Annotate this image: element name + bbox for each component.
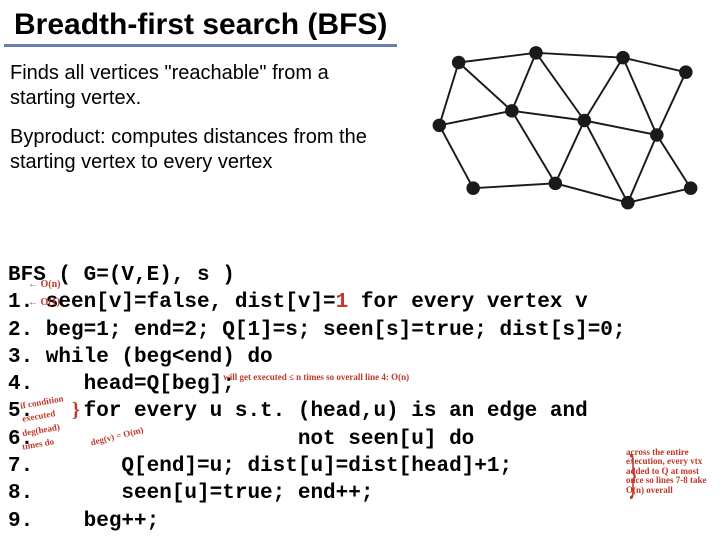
anno-right-block: across the entire execution, every vtx a… <box>626 448 716 495</box>
code-l6: 6. not seen[u] do <box>8 428 474 451</box>
anno-brace-left: } <box>72 400 80 420</box>
description-1: Finds all vertices "reachable" from a st… <box>0 47 380 115</box>
graph-diagram <box>420 40 710 230</box>
page-title: Breadth-first search (BFS) <box>4 0 397 47</box>
code-l1b: for every vertex v <box>348 291 587 314</box>
pseudocode-block: BFS ( G=(V,E), s ) 1. seen[v]=false, dis… <box>0 258 720 540</box>
anno-line4: ← will get executed ≤ n times so overall… <box>212 373 409 382</box>
anno-on-1: ← O(n) <box>28 280 61 290</box>
code-l4: 4. head=Q[beg]; <box>8 373 235 396</box>
description-2: Byproduct: computes distances from the s… <box>0 115 400 179</box>
code-l8: 8. seen[u]=true; end++; <box>8 482 373 505</box>
code-l9: 9. beg++; <box>8 510 159 533</box>
code-l3: 3. while (beg<end) do <box>8 346 273 369</box>
code-l5: 5. for every u s.t. (head,u) is an edge … <box>8 400 588 423</box>
anno-o1: ← O(1) <box>28 298 60 308</box>
code-infinity: 1 <box>336 291 349 314</box>
code-l7: 7. Q[end]=u; dist[u]=dist[head]+1; <box>8 455 512 478</box>
code-l2: 2. beg=1; end=2; Q[1]=s; seen[s]=true; d… <box>8 319 626 342</box>
